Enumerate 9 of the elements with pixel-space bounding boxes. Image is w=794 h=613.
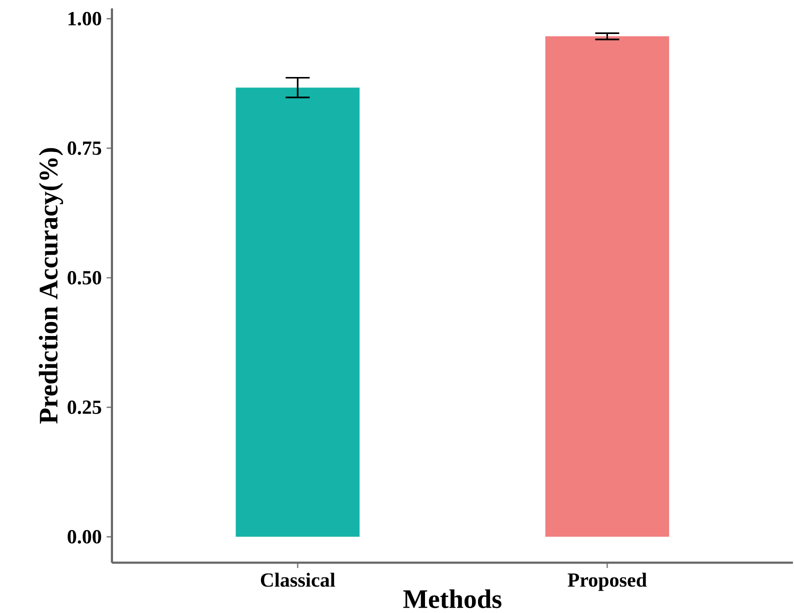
y-tick-label: 1.00 <box>68 12 102 26</box>
y-tick-label: 0.00 <box>68 530 102 544</box>
y-tick-label: 0.25 <box>68 400 102 414</box>
x-tick-label: Proposed <box>568 572 647 592</box>
y-axis-title: Prediction Accuracy(%) <box>38 148 64 424</box>
y-tick-label: 0.75 <box>68 142 102 156</box>
x-tick-label: Classical <box>260 572 336 588</box>
y-tick-label: 0.50 <box>68 271 102 285</box>
x-axis-title: Methods <box>403 590 502 608</box>
